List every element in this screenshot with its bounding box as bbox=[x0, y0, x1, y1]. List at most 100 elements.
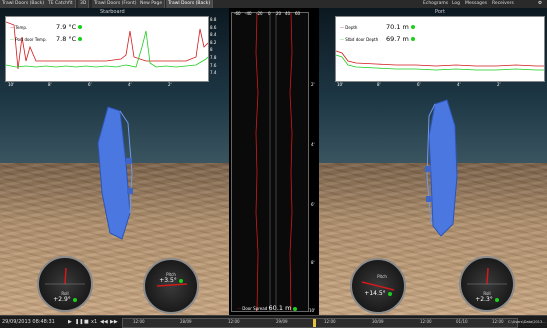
timeline-tick: 28/09 bbox=[180, 319, 192, 324]
roll-label: Roll bbox=[61, 291, 69, 296]
door-spread-plot bbox=[231, 12, 309, 312]
starboard-x-tick: 4' bbox=[128, 82, 132, 87]
spread-y-tick: 4' bbox=[311, 142, 315, 147]
port-x-tick: 10' bbox=[337, 82, 344, 87]
roll-gauge-needle bbox=[45, 267, 85, 285]
status-dot bbox=[178, 278, 183, 283]
spread-y-tick: 10' bbox=[309, 308, 316, 313]
timeline-tick: 12:00 bbox=[133, 319, 145, 324]
port-x-tick: 4' bbox=[457, 82, 461, 87]
port-trawl-door bbox=[425, 99, 458, 237]
depth-value: 70.1 m bbox=[386, 23, 415, 31]
roll-gauge-port: Roll +2.3° bbox=[459, 256, 515, 312]
pause-icon[interactable]: ❚❚ bbox=[75, 319, 84, 325]
timeline-handle[interactable] bbox=[313, 319, 316, 327]
pitch-gauge-needle bbox=[361, 281, 395, 291]
status-dot bbox=[387, 291, 392, 296]
pitch-value: +14.5° bbox=[352, 290, 404, 297]
menu-messages[interactable]: Messages bbox=[465, 1, 488, 6]
status-dot bbox=[72, 297, 77, 302]
datetime: 29/09/2013 08:48:31 bbox=[2, 319, 55, 325]
timeline-tick: 30/09 bbox=[372, 319, 384, 324]
timeline-tick: 12:00 bbox=[492, 319, 504, 324]
tab-trawl-doors-back-active[interactable]: Trawl Doors (Back) bbox=[166, 0, 214, 8]
port-depth-plot: — Depth 70.1 m — Stbd door Depth 69.7 m bbox=[335, 16, 545, 82]
starboard-x-tick: 10' bbox=[8, 82, 15, 87]
stbd-door-depth-value: 69.7 m bbox=[386, 35, 415, 43]
starboard-temp-plot: — Temp. 7.9 °C — Port door Temp. 7.8 °C bbox=[5, 16, 209, 82]
starboard-y-axis: 8.8 8.6 8.4 8.2 8 7.8 7.6 7.4 bbox=[210, 17, 217, 76]
legend-port-door-temp: — Port door Temp. bbox=[10, 37, 47, 42]
status-dot bbox=[410, 37, 415, 41]
menu-log[interactable]: Log bbox=[452, 1, 461, 6]
menu-receivers[interactable]: Receivers bbox=[492, 1, 514, 6]
starboard-x-tick: 2' bbox=[168, 82, 172, 87]
spread-x-tick: 0 bbox=[268, 11, 271, 16]
starboard-trawl-door bbox=[97, 106, 133, 240]
status-dot bbox=[293, 307, 298, 311]
spread-x-tick: -60 bbox=[234, 11, 241, 16]
spread-x-tick: 20 bbox=[276, 11, 282, 16]
port-x-tick: 2' bbox=[497, 82, 501, 87]
spread-y-tick: 6' bbox=[311, 202, 315, 207]
fast-forward-icon[interactable]: ▶▶ bbox=[110, 319, 118, 325]
starboard-temp-lines bbox=[5, 21, 209, 70]
playback-bar: 29/09/2013 08:48:31 ▶ ❚❚ ■ x1 ◀◀ ▶▶ 12:0… bbox=[0, 315, 547, 328]
speed-value[interactable]: x1 bbox=[91, 319, 98, 325]
pitch-label: Pitch bbox=[377, 274, 387, 279]
spread-y-tick: 2' bbox=[311, 82, 315, 87]
menu-echograms[interactable]: Echograms bbox=[423, 1, 449, 6]
temp-value: 7.9 °C bbox=[56, 23, 83, 31]
timeline-tick: 29/09 bbox=[276, 319, 288, 324]
roll-value: +2.3° bbox=[461, 296, 513, 303]
timeline-tick: 01/10 bbox=[456, 319, 468, 324]
timeline-tick: 12:00 bbox=[420, 319, 432, 324]
status-dot bbox=[494, 297, 499, 302]
spread-y-tick: 8' bbox=[311, 260, 315, 265]
gear-icon[interactable]: ⚙ bbox=[538, 1, 543, 6]
port-door-temp-value: 7.8 °C bbox=[56, 35, 83, 43]
legend-temp: — Temp. bbox=[10, 25, 28, 30]
timeline-tick: 12:00 bbox=[228, 319, 240, 324]
port-x-tick: 6' bbox=[417, 82, 421, 87]
door-spread-panel: -60 -40 -20 0 20 40 60 2' 4' 6' 8' 10' —… bbox=[229, 8, 319, 315]
tab-new-page[interactable]: New Page bbox=[138, 0, 166, 8]
starboard-x-tick: 8' bbox=[48, 82, 52, 87]
roll-value: +2.9° bbox=[39, 296, 91, 303]
play-icon[interactable]: ▶ bbox=[68, 319, 72, 325]
roll-label: Roll bbox=[483, 291, 491, 296]
door-spread-legend: — Door Spread 60.1 m bbox=[237, 304, 298, 312]
door-spread-lines bbox=[255, 12, 293, 312]
status-dot bbox=[78, 25, 83, 29]
port-title: Port bbox=[435, 9, 445, 15]
timeline-tick: 12:00 bbox=[324, 319, 336, 324]
status-dot bbox=[410, 25, 415, 29]
pitch-gauge-needle bbox=[156, 283, 188, 287]
starboard-view: Starboard — Temp. 7.9 °C — Port door Tem… bbox=[0, 8, 229, 315]
roll-gauge-needle bbox=[467, 267, 507, 285]
spread-x-tick: -20 bbox=[256, 11, 263, 16]
pitch-gauge-starboard: Pitch +3.5° bbox=[143, 258, 199, 314]
starboard-title: Starboard bbox=[100, 9, 125, 15]
pitch-gauge-port: Pitch +14.5° bbox=[350, 258, 406, 314]
pitch-label: Pitch bbox=[166, 272, 176, 277]
spread-x-tick: 40 bbox=[285, 11, 291, 16]
data-path: C:\Users\Data\2013... bbox=[508, 320, 546, 324]
tab-3d[interactable]: 3D bbox=[78, 0, 90, 8]
stop-icon[interactable]: ■ bbox=[84, 319, 89, 325]
starboard-x-tick: 6' bbox=[88, 82, 92, 87]
tab-te-catchfit[interactable]: TE Catchfit bbox=[46, 0, 76, 8]
tab-trawl-doors-back[interactable]: Trawl Doors (Back) bbox=[0, 0, 48, 8]
port-view: Port — Depth 70.1 m — Stbd door Depth 69… bbox=[319, 8, 547, 315]
port-depth-lines bbox=[335, 50, 544, 71]
tab-trawl-doors-front[interactable]: Trawl Doors (Front) bbox=[92, 0, 140, 8]
spread-x-tick: -40 bbox=[245, 11, 252, 16]
roll-gauge-starboard: Roll +2.9° bbox=[37, 256, 93, 312]
pitch-value: +3.5° bbox=[145, 277, 197, 284]
legend-depth: — Depth bbox=[340, 25, 358, 30]
rewind-icon[interactable]: ◀◀ bbox=[100, 319, 108, 325]
status-dot bbox=[78, 37, 83, 41]
legend-stbd-door-depth: — Stbd door Depth bbox=[340, 37, 379, 42]
port-x-tick: 8' bbox=[377, 82, 381, 87]
spread-x-tick: 60 bbox=[295, 11, 301, 16]
